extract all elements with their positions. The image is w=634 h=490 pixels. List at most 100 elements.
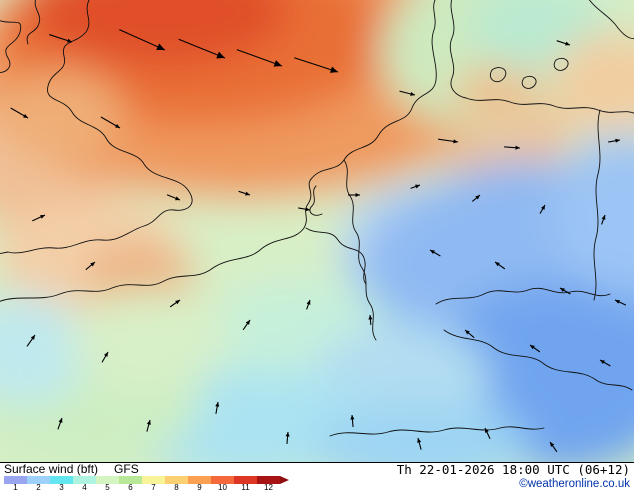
wind-arrow [100, 116, 121, 129]
wind-arrow [298, 207, 311, 212]
wind-arrow [32, 214, 46, 222]
legend-bar: Surface wind (bft) GFS 1 2 3 4 5 6 7 8 9 10 11 12 T… [0, 462, 634, 490]
wind-arrow [556, 40, 571, 46]
scale-segment-7: 7 [142, 476, 165, 490]
map-title-row: Surface wind (bft) GFS [4, 462, 289, 476]
scale-segment-5: 5 [96, 476, 119, 490]
scale-label-9: 9 [197, 483, 202, 490]
scale-label-7: 7 [151, 483, 156, 490]
wind-arrow [417, 437, 422, 450]
wind-arrow [285, 431, 290, 445]
beaufort-scale-row: 1 2 3 4 5 6 7 8 9 10 11 12 [4, 476, 289, 490]
wind-arrow [166, 194, 181, 201]
coast-baltic [465, 97, 634, 114]
wind-arrow [306, 299, 311, 310]
border-germany-west [343, 159, 377, 341]
coast-scotland [0, 20, 22, 73]
scale-segment-10: 10 [211, 476, 234, 490]
wind-arrow [494, 261, 506, 270]
coast-denmark [449, 0, 467, 99]
wind-arrow [119, 29, 166, 51]
scale-label-2: 2 [36, 483, 41, 490]
scale-segment-3: 3 [50, 476, 73, 490]
wind-arrow [549, 441, 558, 453]
wind-map [0, 0, 634, 462]
model-label: GFS [114, 462, 139, 476]
coast-zuiderzee [309, 185, 323, 216]
scale-label-6: 6 [128, 483, 133, 490]
scale-segment-1: 1 [4, 476, 27, 490]
wind-arrow [471, 194, 481, 202]
scale-segment-12: 12 [257, 476, 280, 490]
wind-arrow [539, 204, 546, 214]
wind-arrow [348, 192, 360, 198]
scale-label-4: 4 [82, 483, 87, 490]
border-alps [329, 426, 545, 437]
wind-arrow [215, 401, 220, 414]
beaufort-scale: 1 2 3 4 5 6 7 8 9 10 11 12 [4, 476, 280, 490]
wind-arrow [57, 417, 63, 430]
wind-arrow [429, 249, 441, 257]
wind-arrow [101, 351, 109, 363]
coast-continent [0, 0, 437, 302]
scale-arrow-icon [280, 476, 289, 484]
coast-sweden [588, 0, 634, 40]
border-czech-north [435, 287, 611, 305]
wind-arrow [26, 334, 36, 347]
wind-arrow [169, 299, 181, 308]
wind-arrow [410, 184, 421, 189]
wind-arrows [10, 29, 627, 453]
scale-segment-6: 6 [119, 476, 142, 490]
scale-label-12: 12 [264, 483, 273, 490]
wind-arrow [236, 49, 283, 67]
wind-arrow [559, 287, 571, 295]
wind-arrow [399, 90, 416, 96]
wind-arrow [464, 329, 475, 339]
border-czech-south [443, 329, 633, 391]
wind-arrow [599, 359, 611, 367]
map-title: Surface wind (bft) [4, 462, 99, 476]
scale-label-11: 11 [241, 483, 250, 490]
copyright: ©weatheronline.co.uk [519, 478, 630, 490]
wind-arrow [529, 344, 541, 353]
wind-arrow [350, 414, 355, 428]
scale-label-1: 1 [13, 483, 18, 490]
coastlines [0, 0, 634, 437]
coast-uk [0, 0, 193, 255]
wind-arrow [601, 214, 606, 225]
wind-arrow [484, 427, 491, 440]
scale-segment-9: 9 [188, 476, 211, 490]
timestamp: Th 22-01-2026 18:00 UTC (06+12) [396, 462, 630, 477]
wind-arrow [242, 319, 251, 331]
scale-segment-4: 4 [73, 476, 96, 490]
wind-arrow [614, 299, 627, 306]
scale-segment-8: 8 [165, 476, 188, 490]
wind-arrow [146, 419, 151, 432]
wind-arrow [178, 38, 226, 59]
scale-label-5: 5 [105, 483, 110, 490]
wind-arrow [10, 107, 29, 119]
scale-label-8: 8 [174, 483, 179, 490]
wind-map-svg [0, 0, 634, 462]
wind-arrow [85, 261, 96, 271]
wind-arrow [368, 314, 373, 326]
border-poland [593, 109, 601, 301]
island-3 [553, 57, 569, 71]
wind-arrow [608, 138, 621, 143]
wind-arrow [49, 34, 73, 43]
scale-label-10: 10 [218, 483, 227, 490]
wind-arrow [294, 57, 339, 73]
coast-scotland-2 [26, 0, 41, 45]
wind-arrow [504, 145, 521, 150]
wind-arrow [438, 138, 459, 144]
island-2 [521, 75, 537, 89]
scale-segment-2: 2 [27, 476, 50, 490]
wind-speed-field [0, 0, 634, 462]
wind-arrow [238, 190, 251, 196]
legend-left: Surface wind (bft) GFS 1 2 3 4 5 6 7 8 9 10 11 12 [4, 462, 289, 490]
legend-right: Th 22-01-2026 18:00 UTC (06+12) ©weather… [396, 462, 630, 490]
scale-label-3: 3 [59, 483, 64, 490]
scale-segment-11: 11 [234, 476, 257, 490]
island-1 [490, 67, 507, 83]
